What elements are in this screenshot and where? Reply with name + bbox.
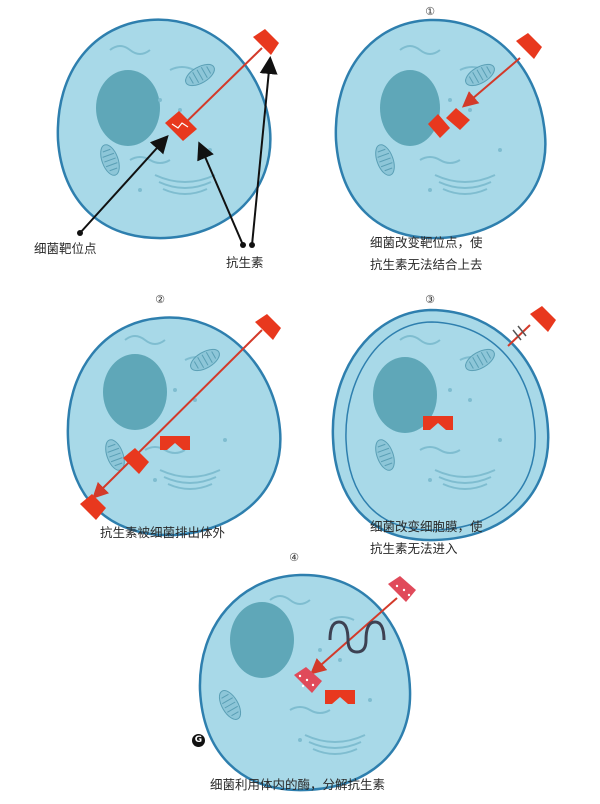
panel-3-caption-line1: 细菌改变细胞膜，使 <box>370 519 483 534</box>
antibiotic-2-out <box>80 494 106 520</box>
panel-3-number: ③ <box>425 293 435 306</box>
antibiotic-main <box>253 29 279 55</box>
cell-main <box>56 18 272 240</box>
panel-2-number: ② <box>155 293 165 306</box>
panel-4-caption: 细菌利用体内的酶，分解抗生素 <box>210 777 386 792</box>
panel-4 <box>198 573 416 792</box>
panel-1-number: ① <box>425 5 435 18</box>
panel-1 <box>334 18 547 240</box>
panel-main <box>56 18 279 248</box>
panel-2 <box>66 314 282 537</box>
panel-2-caption: 抗生素被细菌排出体外 <box>100 525 226 540</box>
publisher-logo: G <box>192 734 205 747</box>
altered-target-1b <box>446 108 470 130</box>
antibiotic-3 <box>530 306 556 332</box>
target-site-4 <box>325 690 355 704</box>
antibiotic-2-in <box>255 314 281 340</box>
antibiotic-4-degraded <box>294 667 322 693</box>
cell-3-inner-membrane <box>345 321 536 531</box>
antibiotic-2-exiting <box>123 448 149 474</box>
enzyme-4 <box>328 620 386 654</box>
antibiotic-1 <box>516 33 542 59</box>
antibiotic-4-intact <box>388 576 416 602</box>
label-antibiotic: 抗生素 <box>226 255 264 270</box>
panel-3-caption-line2: 抗生素无法进入 <box>370 541 458 556</box>
label-target-site: 细菌靶位点 <box>34 241 97 256</box>
panel-3 <box>331 306 556 542</box>
target-site-3 <box>423 416 453 430</box>
target-site-2 <box>160 436 190 450</box>
nucleus-main <box>96 70 160 146</box>
altered-target-1a <box>428 114 450 138</box>
panel-1-caption-line1: 细菌改变靶位点，使 <box>370 235 483 250</box>
panel-4-number: ④ <box>289 551 299 564</box>
panel-1-caption-line2: 抗生素无法结合上去 <box>370 257 483 272</box>
target-site-main <box>165 111 197 141</box>
